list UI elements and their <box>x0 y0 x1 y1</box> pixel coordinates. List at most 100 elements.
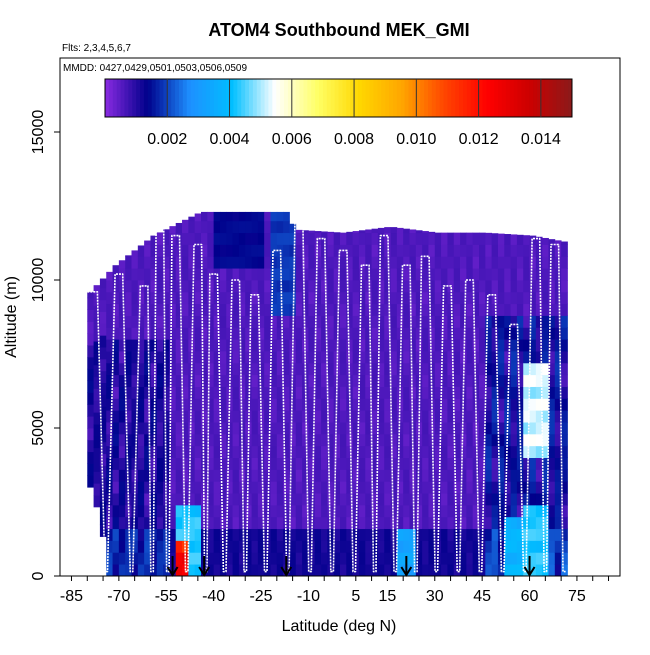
heat-cell <box>497 351 505 364</box>
heat-cell <box>504 564 511 576</box>
heat-cell <box>270 445 278 458</box>
heat-cell <box>219 220 227 234</box>
heat-cell <box>485 244 493 257</box>
colorbar-swatch <box>365 79 371 117</box>
heat-cell <box>340 445 347 458</box>
heat-cell <box>232 481 240 494</box>
heat-cell <box>169 226 177 234</box>
heat-cell <box>504 528 511 541</box>
heat-cell <box>358 410 366 423</box>
heat-cell <box>257 540 265 553</box>
heat-cell <box>251 220 259 234</box>
heat-cell <box>510 268 518 281</box>
heat-cell <box>270 469 278 482</box>
heat-cell <box>295 232 303 245</box>
heat-cell <box>327 291 335 305</box>
colorbar-swatch <box>108 79 114 117</box>
heat-cell <box>238 256 246 269</box>
heat-cell <box>428 280 436 293</box>
heat-cell <box>561 244 568 257</box>
heat-cell <box>491 233 499 245</box>
heat-cell <box>377 445 385 458</box>
heat-cell <box>251 398 259 411</box>
heat-cell <box>226 374 233 387</box>
heat-cell <box>510 457 518 470</box>
heat-cell <box>163 315 170 328</box>
colorbar-swatch <box>105 79 110 117</box>
heat-cell <box>371 552 379 565</box>
heat-cell <box>295 339 303 352</box>
y-tick-label: 15000 <box>30 110 47 155</box>
heat-cell <box>403 504 410 518</box>
heat-cell <box>156 339 164 352</box>
heat-cell <box>219 374 227 387</box>
heat-cell <box>485 493 493 506</box>
heat-cell <box>314 552 322 565</box>
heat-cell <box>257 504 265 518</box>
heat-cell <box>422 315 429 328</box>
colorbar-swatch <box>350 79 355 117</box>
heat-cell <box>561 528 568 541</box>
heat-cell <box>396 540 404 553</box>
heat-cell <box>415 398 423 411</box>
heat-cell <box>182 362 189 376</box>
heat-cell <box>188 303 196 316</box>
heat-cell <box>358 244 366 257</box>
heat-cell <box>510 422 518 435</box>
heat-cell <box>283 232 290 245</box>
heat-cell <box>415 351 423 364</box>
heat-cell <box>150 564 158 576</box>
heat-cell <box>396 232 404 245</box>
heat-cell <box>479 256 486 269</box>
heat-cell <box>479 410 486 423</box>
heat-cell <box>365 422 372 435</box>
heat-cell <box>529 493 537 506</box>
heat-cell <box>207 268 215 281</box>
heat-cell <box>504 315 511 328</box>
heat-cell <box>302 457 309 470</box>
heat-cell <box>144 268 151 281</box>
heat-cell <box>346 327 354 340</box>
heat-cell <box>472 362 480 376</box>
heat-cell <box>308 303 316 316</box>
colorbar-swatch <box>112 79 118 117</box>
heat-cell <box>422 280 429 293</box>
heat-cell <box>377 504 385 518</box>
heat-cell <box>434 374 442 387</box>
colorbar-tick-label: 0.004 <box>210 131 250 148</box>
heat-cell <box>118 315 126 328</box>
heat-cell <box>150 386 158 399</box>
heat-cell <box>542 516 549 530</box>
heat-cell <box>542 386 549 399</box>
heat-cell <box>333 552 341 565</box>
heat-cell <box>226 327 233 340</box>
heat-cell <box>112 564 120 576</box>
heat-cell <box>352 244 360 257</box>
colorbar-swatch <box>182 79 188 117</box>
heat-cell <box>232 422 240 435</box>
heat-cell <box>365 540 372 553</box>
heat-cell <box>321 303 328 316</box>
heat-cell <box>516 280 524 293</box>
heat-cell <box>561 445 568 458</box>
heat-cell <box>188 232 196 245</box>
heat-cell <box>561 280 568 293</box>
heat-cell <box>194 516 202 530</box>
heat-cell <box>346 303 354 316</box>
heat-cell <box>396 564 404 576</box>
heat-cell <box>403 244 410 257</box>
heat-cell <box>497 339 505 352</box>
heat-cell <box>554 240 562 245</box>
heat-cell <box>365 327 372 340</box>
heat-cell <box>264 481 271 494</box>
heat-cell <box>542 445 549 458</box>
heat-cell <box>548 469 556 482</box>
heat-cell <box>226 540 233 553</box>
heat-cell <box>289 256 297 269</box>
heat-cell <box>295 564 303 576</box>
colorbar-swatch <box>202 79 207 117</box>
heat-cell <box>251 374 259 387</box>
heat-cell <box>523 445 530 458</box>
heat-cell <box>175 256 183 269</box>
